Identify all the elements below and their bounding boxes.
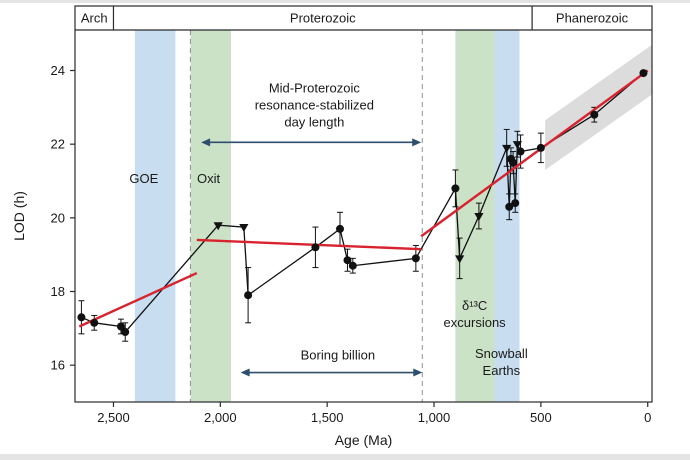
arrowhead-left (201, 138, 211, 147)
data-point-triangle (455, 255, 465, 264)
top-edge (0, 0, 690, 3)
arrowhead-right (412, 138, 422, 147)
data-point-triangle (474, 213, 484, 221)
x-axis-title: Age (Ma) (335, 432, 393, 448)
data-point-triangle (239, 224, 249, 233)
annotation-d13c-label: excursions (444, 315, 507, 330)
annotation-mid-proterozoic: Mid-Proterozoic (269, 81, 361, 96)
data-point-circle (411, 254, 420, 263)
y-axis-title: LOD (h) (11, 191, 27, 241)
x-tick-label: 2,500 (97, 410, 130, 425)
trend-line (196, 238, 422, 251)
data-point-circle (311, 243, 320, 252)
data-point-circle (343, 256, 352, 265)
data-point-circle (639, 69, 648, 78)
y-tick-label: 24 (51, 63, 65, 78)
y-tick-label: 18 (51, 284, 65, 299)
data-point-circle (505, 202, 514, 211)
x-tick-label: 0 (644, 410, 651, 425)
annotation-mid-proterozoic: resonance-stabilized (255, 98, 374, 113)
arrowhead-right (413, 368, 423, 377)
data-point-circle (348, 261, 357, 270)
data-point-triangle (213, 222, 223, 231)
data-point-circle (335, 224, 344, 233)
x-tick-label: 1,000 (418, 410, 451, 425)
data-point-circle (509, 158, 518, 167)
bottom-edge (0, 454, 690, 460)
band-oxit (190, 30, 232, 402)
data-point-circle (121, 328, 130, 337)
annotation-snowball-label: Earths (483, 363, 521, 378)
trend-line (420, 69, 649, 238)
data-point-circle (77, 313, 86, 322)
y-tick-label: 20 (51, 210, 65, 225)
x-tick-label: 500 (530, 410, 552, 425)
data-point-circle (590, 110, 599, 119)
y-tick-label: 22 (51, 137, 65, 152)
goe-label: GOE (129, 171, 158, 186)
annotation-snowball-label: Snowball (475, 346, 528, 361)
oxit-label: Oxit (197, 171, 221, 186)
era-label-arch: Arch (81, 11, 108, 26)
data-point-circle (244, 291, 253, 300)
era-label-proterozoic: Proterozoic (290, 11, 356, 26)
data-point-circle (90, 318, 99, 327)
band-snowball-earths (494, 30, 520, 402)
data-point-triangle (502, 144, 512, 153)
annotation-d13c-label: δ¹³C (462, 298, 487, 313)
data-point-circle (116, 322, 125, 331)
plot-frame (74, 5, 653, 403)
x-tick-label: 2,000 (204, 410, 237, 425)
arrowhead-left (240, 368, 250, 377)
data-point-circle (451, 184, 460, 193)
y-tick-label: 16 (51, 358, 65, 373)
era-label-phanerozoic: Phanerozoic (556, 11, 629, 26)
data-point-circle (511, 199, 520, 208)
band-d13c-excursions (455, 30, 495, 402)
annotation-mid-proterozoic: day length (284, 115, 344, 130)
band-goe (134, 30, 176, 402)
trend-line (78, 271, 198, 328)
data-point-triangle (512, 141, 522, 150)
annotation-boring-billion: Boring billion (301, 348, 375, 363)
data-point-circle (536, 143, 545, 152)
data-point-circle (516, 147, 525, 156)
x-tick-label: 1,500 (311, 410, 344, 425)
